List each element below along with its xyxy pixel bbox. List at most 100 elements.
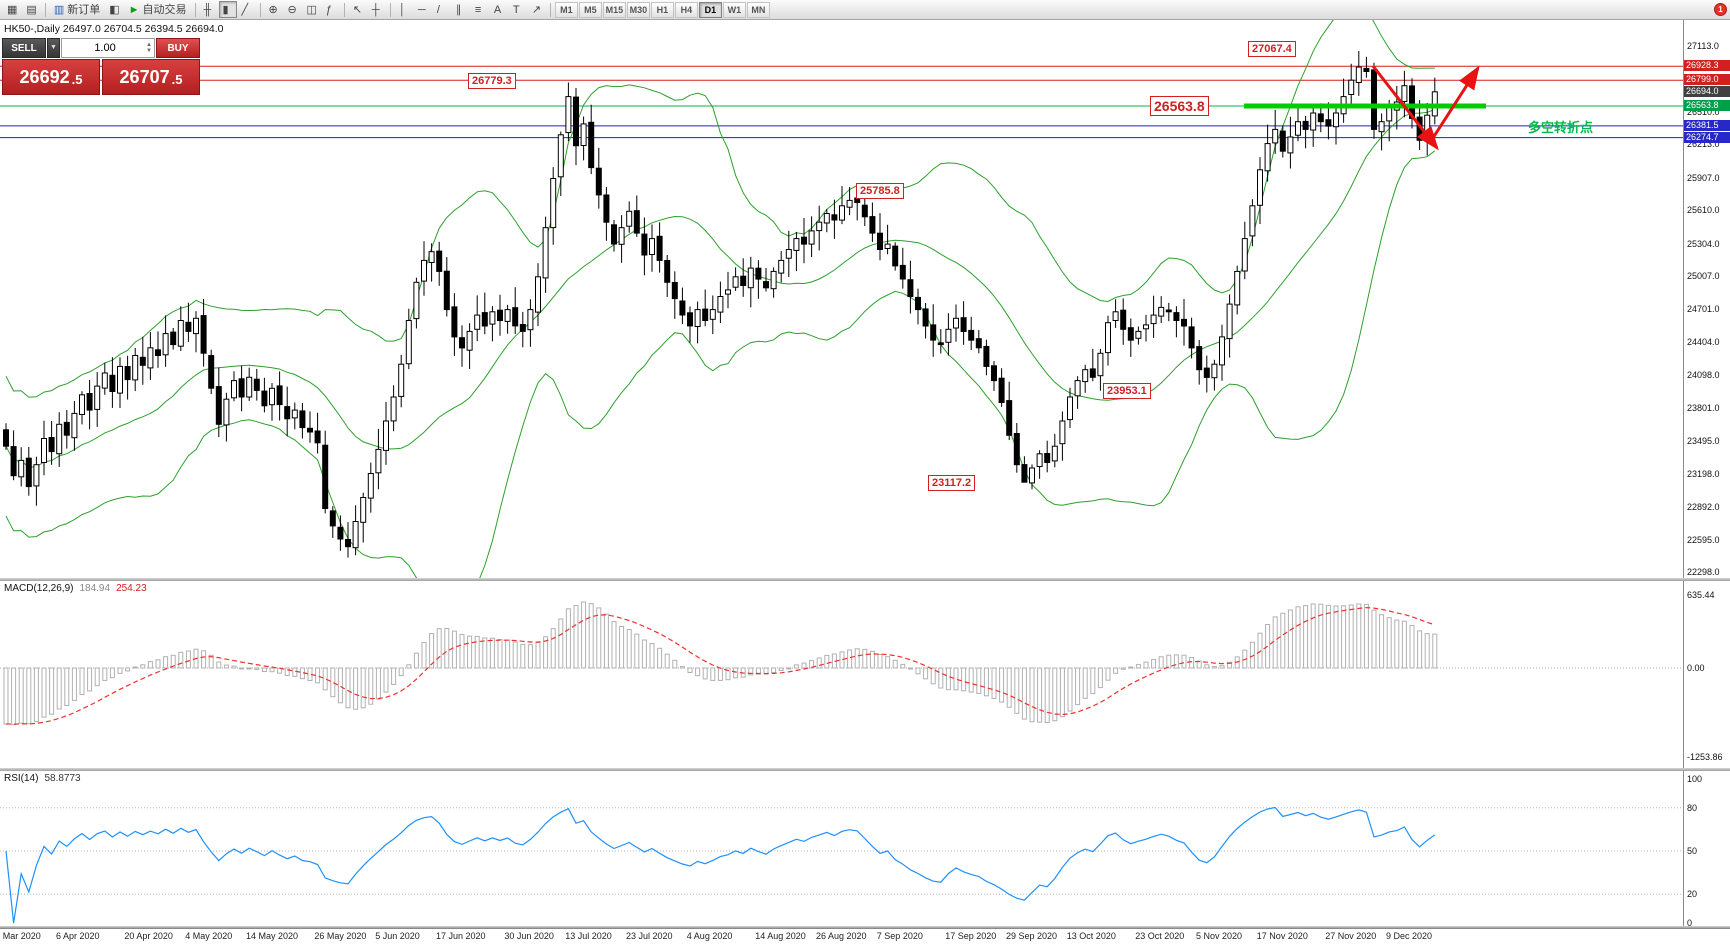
timeframe-w1[interactable]: W1 — [722, 1, 746, 18]
text-tool-button[interactable]: A — [490, 1, 508, 18]
channel-icon: ∥ — [455, 3, 462, 16]
date-axis[interactable]: 5 Mar 2020 6 Apr 2020 20 Apr 2020 4 May 202… — [0, 928, 1730, 944]
macd-canvas[interactable] — [0, 581, 1683, 768]
volume-field[interactable]: 1.00 ▲ ▼ — [61, 38, 155, 58]
price-annotation[interactable]: 25785.8 — [856, 182, 904, 199]
chart-header-text: HK50-,Daily 26497.0 26704.5 26394.5 2669… — [4, 23, 224, 35]
buy-button[interactable]: BUY — [156, 38, 200, 58]
turning-point-note[interactable]: 多空转折点 — [1528, 120, 1594, 135]
sell-button[interactable]: SELL — [2, 38, 46, 58]
date-label: 13 Oct 2020 — [1066, 931, 1116, 941]
profiles-button[interactable]: ▤ — [22, 1, 40, 18]
zoom-in-button[interactable]: ⊕ — [265, 1, 283, 18]
fibonacci-icon: ≡ — [474, 3, 482, 16]
price-axis[interactable]: 27113.026807.026510.026213.025907.025610… — [1683, 20, 1730, 578]
timeframe-m30[interactable]: M30 — [626, 1, 650, 18]
timeframe-h1[interactable]: H1 — [650, 1, 674, 18]
volume-value[interactable]: 1.00 — [94, 42, 116, 54]
trendline-icon: / — [436, 3, 440, 16]
bar-chart-button[interactable]: ╫ — [200, 1, 218, 18]
sell-options-dropdown[interactable]: ▼ — [47, 38, 60, 58]
crosshair-tool-button[interactable]: ┼ — [368, 1, 386, 18]
tile-windows-button[interactable]: ◫ — [303, 1, 321, 18]
price-tick: 25907.0 — [1687, 172, 1720, 183]
timeframe-h4[interactable]: H4 — [674, 1, 698, 18]
new-order-icon: ▥ — [53, 3, 65, 16]
label-tool-button[interactable]: T — [509, 1, 527, 18]
spinner-up-icon[interactable]: ▲ — [146, 42, 152, 48]
price-tick: 26510.0 — [1687, 106, 1720, 117]
macd-signal-value: 254.23 — [116, 583, 147, 594]
toolbar-separator — [259, 2, 261, 17]
new-chart-button[interactable]: ▦ — [3, 1, 21, 18]
autotrade-play-icon: ► — [128, 3, 140, 16]
macd-panel: MACD(12,26,9) 184.94 254.23 635.44 0.00 -1… — [0, 581, 1730, 768]
date-label: 26 Aug 2020 — [816, 931, 867, 941]
macd-axis[interactable]: 635.44 0.00 -1253.86 — [1683, 581, 1730, 768]
tile-windows-icon: ◫ — [306, 3, 317, 16]
timeframe-d1[interactable]: D1 — [698, 1, 722, 18]
new-order-button[interactable]: ▥ 新订单 — [50, 1, 104, 18]
line-chart-button[interactable]: ╱ — [238, 1, 256, 18]
price-tick: 25610.0 — [1687, 205, 1720, 216]
zoom-out-button[interactable]: ⊖ — [284, 1, 302, 18]
date-label: 14 May 2020 — [246, 931, 299, 941]
buy-price-button[interactable]: 26707 .5 — [102, 59, 200, 95]
alert-icon[interactable]: 1 — [1714, 3, 1727, 16]
price-annotation[interactable]: 23117.2 — [928, 474, 976, 491]
toolbar-separator — [389, 2, 391, 17]
toolbar-separator — [194, 2, 196, 17]
spinner-down-icon[interactable]: ▼ — [146, 48, 152, 54]
price-annotation[interactable]: 26779.3 — [468, 73, 516, 90]
horizontal-line-tool-button[interactable]: ─ — [414, 1, 432, 18]
metaeditor-icon: ◧ — [109, 3, 120, 16]
timeframe-m5[interactable]: M5 — [578, 1, 602, 18]
price-annotation[interactable]: 27067.4 — [1248, 41, 1296, 58]
candlestick-chart-button[interactable]: ▮ — [218, 1, 237, 18]
autotrade-button[interactable]: ► 自动交易 — [125, 1, 191, 18]
date-label: 27 Nov 2020 — [1325, 931, 1377, 941]
rsi-axis[interactable]: 100 80 50 20 0 — [1683, 771, 1730, 928]
timeframe-group: M1 M5 M15 M30 H1 H4 D1 W1 MN — [554, 1, 771, 18]
channel-tool-button[interactable]: ∥ — [452, 1, 470, 18]
profiles-icon: ▤ — [26, 3, 37, 16]
sell-price-decimal: .5 — [71, 71, 83, 87]
price-tick: 23198.0 — [1687, 468, 1720, 479]
date-label: 20 Apr 2020 — [124, 931, 173, 941]
arrows-tool-button[interactable]: ↗ — [528, 1, 546, 18]
label-icon: T — [512, 3, 520, 16]
date-label: 5 Mar 2020 — [0, 931, 41, 941]
one-click-trading-panel: SELL ▼ 1.00 ▲ ▼ BUY 26692 .5 26707 .5 — [2, 38, 200, 95]
date-label: 13 Jul 2020 — [565, 931, 612, 941]
timeframe-m1[interactable]: M1 — [554, 1, 578, 18]
bar-chart-icon: ╫ — [203, 3, 212, 16]
date-label: 4 May 2020 — [185, 931, 233, 941]
main-chart-canvas[interactable] — [0, 20, 1683, 578]
text-icon: A — [493, 3, 502, 16]
toolbar-separator — [44, 2, 46, 17]
panel-resize-handle[interactable] — [0, 578, 1730, 581]
metaeditor-button[interactable]: ◧ — [105, 1, 123, 18]
trendline-tool-button[interactable]: / — [433, 1, 451, 18]
date-label: 17 Jun 2020 — [436, 931, 486, 941]
rsi-canvas[interactable] — [0, 771, 1683, 926]
buy-price-decimal: .5 — [171, 71, 183, 87]
price-annotation[interactable]: 26563.8 — [1150, 95, 1209, 116]
date-label: 29 Sep 2020 — [1006, 931, 1058, 941]
vertical-line-tool-button[interactable]: │ — [395, 1, 413, 18]
panel-resize-handle[interactable] — [0, 926, 1730, 928]
macd-axis-tick: 635.44 — [1687, 589, 1715, 600]
fibonacci-tool-button[interactable]: ≡ — [471, 1, 489, 18]
volume-spinner[interactable]: ▲ ▼ — [146, 42, 152, 54]
sell-price-button[interactable]: 26692 .5 — [2, 59, 100, 95]
macd-axis-tick: 0.00 — [1687, 663, 1705, 673]
timeframe-mn[interactable]: MN — [746, 1, 770, 18]
rsi-axis-tick: 50 — [1687, 846, 1698, 856]
cursor-tool-button[interactable]: ↖ — [349, 1, 367, 18]
price-annotation[interactable]: 23953.1 — [1103, 383, 1151, 400]
timeframe-m15[interactable]: M15 — [602, 1, 626, 18]
indicators-button[interactable]: ƒ — [322, 1, 340, 18]
panel-resize-handle[interactable] — [0, 768, 1730, 771]
toolbar-separator — [549, 2, 551, 17]
price-marker: 26274.7 — [1684, 131, 1730, 143]
